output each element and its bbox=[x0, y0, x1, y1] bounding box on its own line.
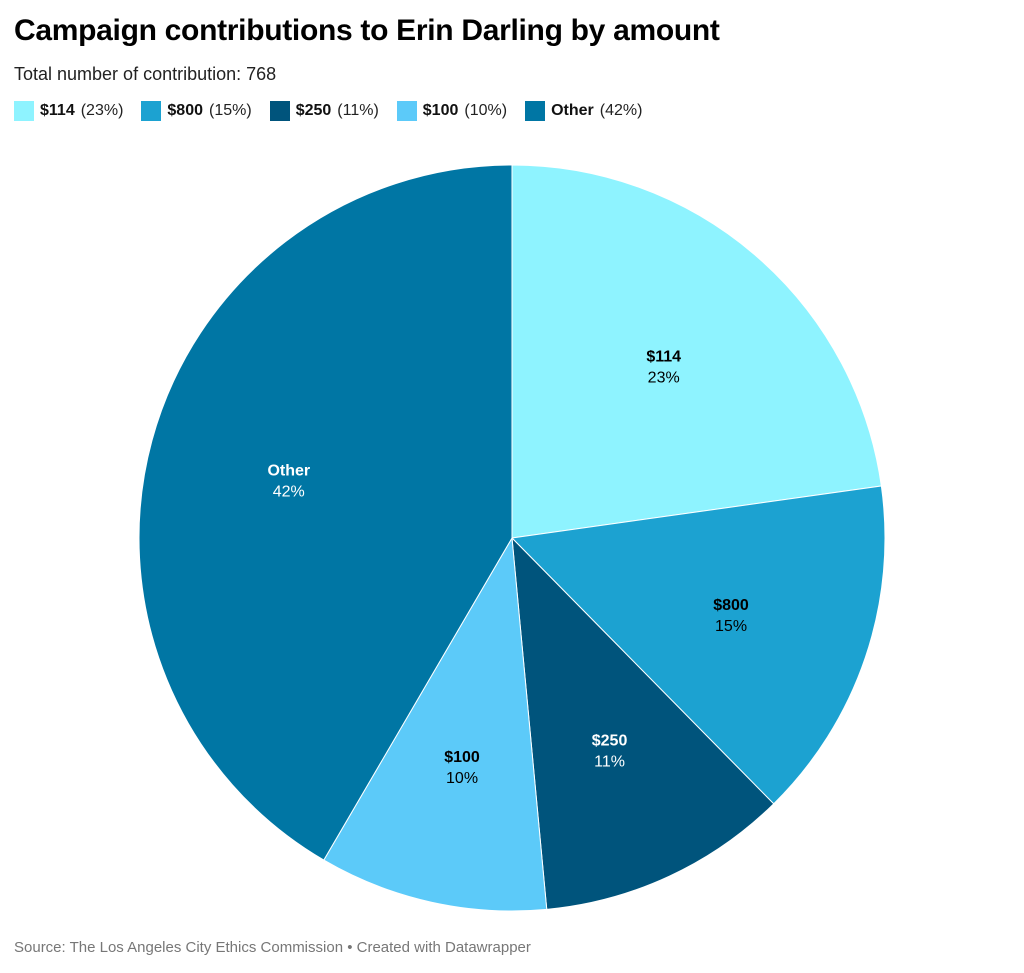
legend-swatch bbox=[14, 101, 34, 121]
source-note: Source: The Los Angeles City Ethics Comm… bbox=[14, 939, 531, 956]
slice-percent: 23% bbox=[648, 369, 680, 386]
slice-percent: 10% bbox=[446, 770, 478, 787]
legend-swatch bbox=[141, 101, 162, 121]
slice-label: $250 bbox=[592, 733, 628, 750]
pie-chart: $114 23% $800 15% $250 11% $100 10% Other 42% bbox=[138, 164, 886, 912]
slice-percent: 15% bbox=[715, 618, 747, 635]
slice-label: Other bbox=[267, 463, 310, 480]
legend-label: $800 bbox=[167, 102, 203, 119]
pie-slice bbox=[138, 164, 513, 861]
legend-percent: (23%) bbox=[80, 102, 124, 119]
slice-label: $100 bbox=[444, 749, 480, 766]
pie-slice bbox=[510, 485, 886, 805]
pie-slice bbox=[511, 536, 775, 910]
legend-item: $250 (11%) bbox=[269, 101, 379, 121]
pie-slice bbox=[511, 164, 882, 539]
legend-swatch bbox=[396, 101, 417, 121]
legend-percent: (42%) bbox=[599, 102, 643, 119]
chart-subtitle: Total number of contribution: 768 bbox=[14, 64, 277, 84]
legend-item: $100 (10%) bbox=[396, 101, 508, 121]
legend-item: Other (42%) bbox=[525, 101, 642, 121]
slice-percent: 11% bbox=[594, 754, 625, 771]
legend-label: $250 bbox=[295, 102, 332, 119]
legend-percent: (10%) bbox=[464, 102, 508, 119]
slice-percent: 42% bbox=[273, 484, 305, 501]
chart-title: Campaign contributions to Erin Darling b… bbox=[14, 14, 720, 47]
legend-swatch bbox=[269, 101, 290, 121]
legend-percent: (15%) bbox=[209, 102, 252, 119]
legend-swatch bbox=[525, 101, 546, 121]
slice-label: $800 bbox=[713, 597, 749, 614]
legend-label: $100 bbox=[422, 102, 459, 119]
legend-label: Other bbox=[551, 102, 594, 119]
slice-label: $114 bbox=[646, 348, 681, 365]
pie-slice bbox=[323, 536, 548, 912]
legend-item: $800 (15%) bbox=[141, 101, 252, 121]
legend-label: $114 bbox=[40, 102, 75, 119]
chart-legend: $114 (23%) $800 (15%) $250 (11%) $100 (1… bbox=[14, 101, 642, 121]
legend-percent: (11%) bbox=[337, 102, 379, 119]
legend-item: $114 (23%) bbox=[14, 101, 123, 121]
